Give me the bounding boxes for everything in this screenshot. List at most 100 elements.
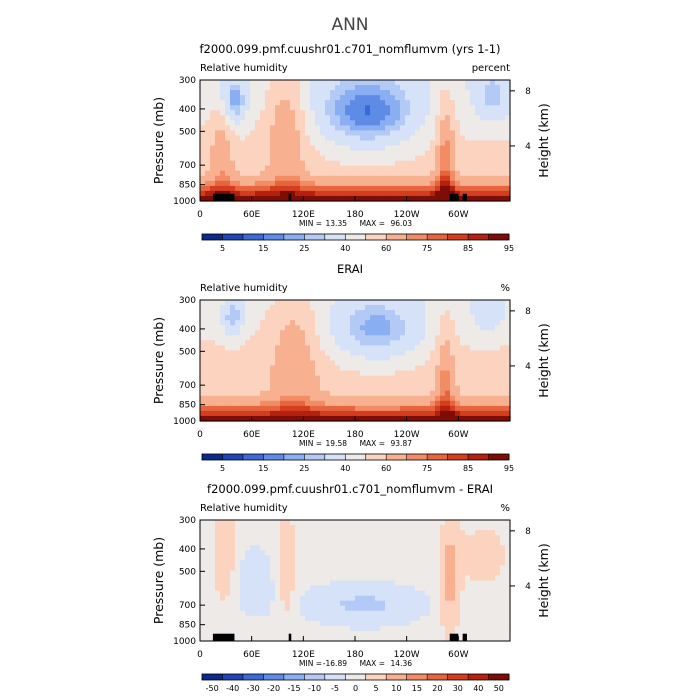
contour-cell [260, 175, 266, 182]
contour-cell [335, 355, 341, 362]
contour-cell [380, 585, 386, 592]
contour-cell [365, 610, 371, 617]
contour-cell [200, 410, 206, 417]
contour-cell [395, 340, 401, 346]
contour-cell [360, 370, 366, 377]
contour-cell [310, 345, 316, 352]
contour-cell [405, 360, 411, 367]
y-tick-label: 500 [179, 347, 196, 357]
contour-cell [335, 340, 341, 346]
contour-cell [205, 180, 211, 187]
contour-cell [230, 320, 236, 326]
contour-cell [500, 130, 506, 137]
contour-cell [270, 120, 276, 126]
contour-cell [210, 595, 216, 602]
contour-cell [490, 565, 496, 572]
contour-cell [500, 115, 506, 121]
contour-cell [400, 190, 406, 197]
contour-cell [295, 535, 301, 541]
contour-cell [410, 405, 416, 412]
variable-label: Relative humidity [200, 283, 288, 294]
contour-cell [505, 150, 511, 157]
contour-cell [385, 80, 391, 86]
contour-cell [480, 190, 486, 197]
contour-cell [290, 370, 296, 377]
contour-cell [445, 585, 451, 592]
contour-cell [475, 610, 481, 617]
contour-cell [225, 575, 231, 582]
contour-cell [285, 195, 291, 202]
contour-cell [430, 130, 436, 137]
contour-cell [505, 80, 511, 86]
contour-cell [370, 320, 376, 326]
contour-cell [430, 580, 436, 587]
contour-cell [245, 545, 251, 551]
contour-cell [300, 165, 306, 172]
contour-cell [400, 150, 406, 157]
contour-cell [230, 355, 236, 362]
contour-cell [270, 155, 276, 162]
contour-cell [220, 365, 226, 372]
contour-cell [265, 630, 271, 637]
contour-cell [305, 550, 311, 556]
contour-cell [290, 135, 296, 142]
contour-cell [305, 555, 311, 561]
contour-cell [255, 395, 261, 402]
contour-cell [425, 160, 431, 167]
contour-cell [350, 160, 356, 167]
contour-cell [475, 325, 481, 331]
contour-cell [490, 615, 496, 622]
contour-cell [270, 90, 276, 96]
contour-cell [295, 385, 301, 392]
contour-cell [265, 625, 271, 632]
contour-cell [490, 130, 496, 137]
contour-cell [505, 340, 511, 346]
contour-cell [345, 360, 351, 367]
contour-cell [250, 335, 256, 341]
contour-cell [425, 405, 431, 412]
contour-cell [240, 590, 246, 597]
contour-cell [375, 615, 381, 622]
contour-cell [250, 405, 256, 412]
contour-cell [225, 570, 231, 577]
contour-cell [410, 415, 416, 422]
contour-cell [310, 390, 316, 397]
contour-cell [465, 325, 471, 331]
contour-cell [480, 600, 486, 607]
contour-cell [320, 185, 326, 192]
contour-cell [480, 575, 486, 582]
contour-cell [460, 130, 466, 137]
contour-cell [405, 80, 411, 86]
contour-cell [385, 540, 391, 546]
contour-cell [480, 140, 486, 147]
contour-cell [215, 555, 221, 561]
contour-cell [490, 395, 496, 402]
contour-cell [445, 610, 451, 617]
contour-cell [400, 330, 406, 336]
contour-cell [450, 180, 456, 187]
contour-cell [310, 95, 316, 101]
contour-cell [425, 395, 431, 402]
contour-cell [410, 585, 416, 592]
contour-cell [395, 170, 401, 177]
contour-cell [485, 80, 491, 86]
contour-cell [455, 540, 461, 546]
contour-cell [320, 405, 326, 412]
colorbar-swatch [304, 234, 326, 240]
contour-cell [360, 600, 366, 607]
contour-cell [355, 405, 361, 412]
contour-cell [280, 520, 286, 526]
contour-cell [505, 315, 511, 321]
contour-cell [505, 405, 511, 412]
contour-cell [310, 590, 316, 597]
contour-cell [445, 175, 451, 182]
colorbar-label: -30 [247, 684, 260, 693]
contour-cell [475, 165, 481, 172]
contour-cell [210, 130, 216, 137]
contour-cell [445, 595, 451, 602]
contour-cell [445, 525, 451, 531]
contour-cell [405, 185, 411, 192]
contour-cell [460, 165, 466, 172]
y-tick-label: 500 [179, 127, 196, 137]
contour-cell [250, 565, 256, 572]
